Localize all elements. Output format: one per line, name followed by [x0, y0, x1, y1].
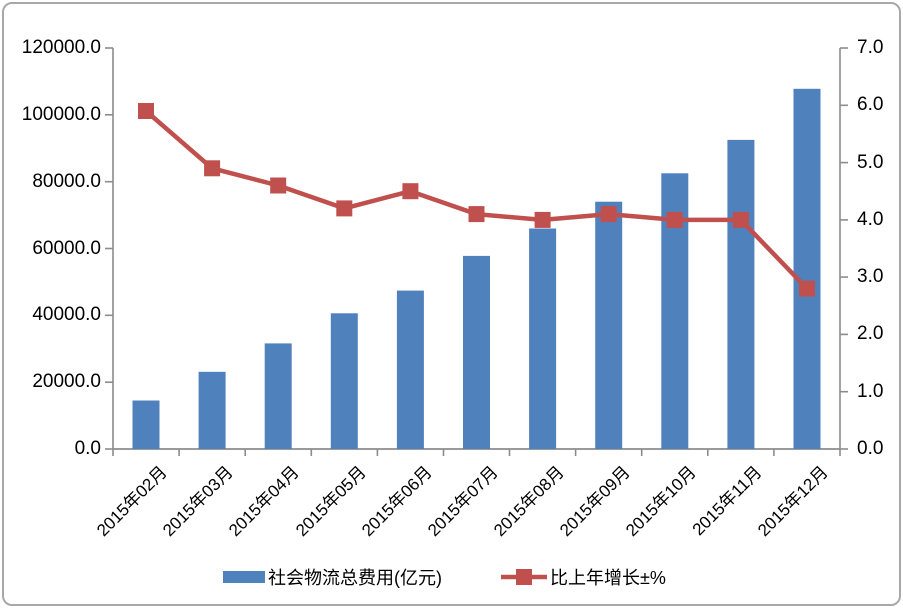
left-axis-tick-label: 100000.0 — [21, 103, 101, 125]
right-axis-tick-label: 4.0 — [857, 208, 884, 230]
growth-marker-2015年07月 — [468, 206, 485, 223]
growth-marker-2015年10月 — [666, 211, 683, 228]
left-axis-tick-label: 0.0 — [74, 438, 101, 459]
line-series-label: 比上年增长±% — [550, 568, 666, 588]
line-series-swatch-icon — [501, 569, 547, 585]
left-axis-tick-label: 20000.0 — [32, 371, 101, 393]
growth-marker-2015年12月 — [799, 280, 815, 297]
bar-2015年07月 — [463, 255, 490, 449]
growth-marker-2015年04月 — [270, 177, 287, 194]
legend-item-line-series: 比上年增长±% — [501, 564, 666, 590]
bar-2015年05月 — [330, 313, 358, 449]
right-axis-tick-label: 2.0 — [857, 323, 884, 345]
bar-2015年11月 — [727, 139, 755, 449]
right-axis-tick-label: 7.0 — [857, 37, 884, 58]
left-axis-tick-label: 80000.0 — [32, 170, 101, 192]
bar-2015年04月 — [264, 343, 292, 449]
right-axis-tick-label: 3.0 — [857, 266, 884, 288]
growth-marker-2015年09月 — [600, 206, 617, 223]
growth-marker-2015年08月 — [534, 211, 551, 228]
bar-2015年06月 — [396, 290, 424, 449]
bar-2015年09月 — [595, 201, 623, 449]
right-axis-tick-label: 1.0 — [857, 380, 884, 402]
legend-item-bar-series: 社会物流总费用(亿元) — [223, 564, 442, 590]
right-axis-tick-label: 6.0 — [857, 94, 884, 116]
bar-2015年08月 — [529, 228, 557, 450]
left-axis-tick-label: 120000.0 — [21, 37, 101, 58]
left-axis-tick-labels: 0.0 20000.0 40000.0 60000.0 80000.0 100000.0 1… — [0, 0, 101, 608]
bar-2015年03月 — [198, 371, 226, 449]
left-axis-tick-label: 40000.0 — [32, 304, 101, 326]
growth-marker-2015年11月 — [732, 211, 749, 228]
right-axis-tick-label: 0.0 — [857, 438, 884, 459]
bar-2015年02月 — [132, 400, 160, 449]
growth-marker-2015年03月 — [204, 160, 221, 177]
left-axis-tick-label: 60000.0 — [32, 237, 101, 259]
bar-series-swatch-icon — [223, 571, 265, 583]
growth-marker-2015年05月 — [336, 200, 353, 217]
bar-series-label: 社会物流总费用(亿元) — [268, 568, 442, 588]
growth-marker-2015年06月 — [402, 183, 419, 200]
right-axis-tick-label: 5.0 — [857, 151, 884, 173]
bar-2015年12月 — [793, 88, 821, 450]
growth-marker-2015年02月 — [138, 103, 154, 119]
